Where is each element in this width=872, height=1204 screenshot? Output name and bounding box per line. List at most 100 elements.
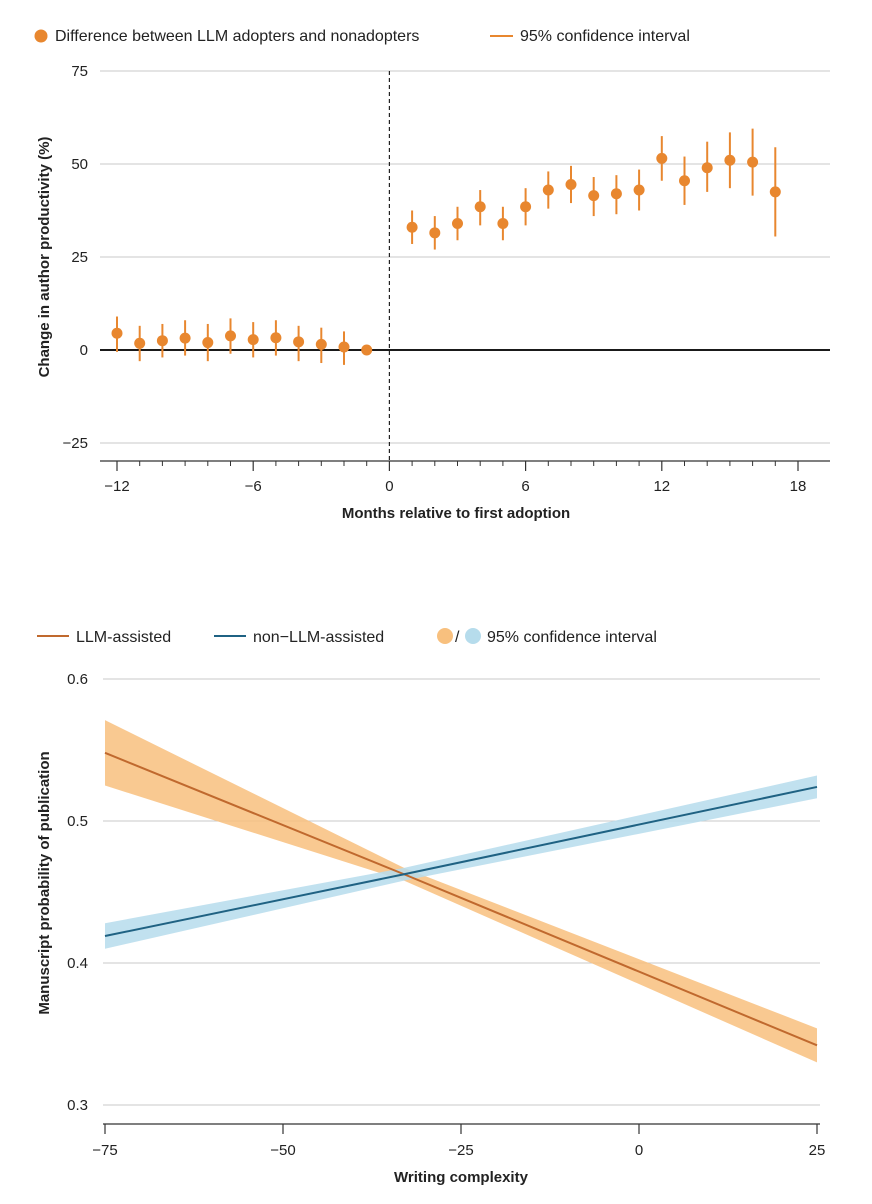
y-tick-label: 0.5 (67, 813, 88, 830)
top-y-tick-labels: 75 50 25 0 −25 (63, 63, 88, 452)
data-point-group (429, 216, 441, 250)
data-point (270, 332, 282, 344)
y-tick-label: 0.6 (67, 671, 88, 688)
bottom-x-axis-title: Writing complexity (394, 1169, 529, 1186)
data-point-group (293, 325, 305, 362)
y-tick-label: 0.3 (67, 1097, 88, 1114)
data-point (542, 184, 554, 196)
legend-dot-marker (34, 29, 48, 43)
data-point (247, 334, 259, 346)
data-point (338, 341, 350, 353)
data-point (656, 152, 668, 164)
data-point (111, 327, 123, 339)
data-point (610, 188, 622, 200)
data-point (156, 335, 168, 347)
data-point (520, 201, 532, 213)
data-point-group (225, 318, 236, 354)
y-tick-label: 75 (71, 63, 88, 80)
data-point (225, 330, 236, 342)
data-point-group (156, 323, 168, 358)
data-point-group (202, 323, 214, 362)
data-point (769, 186, 781, 198)
legend-label-non-llm: non−LLM-assisted (253, 629, 384, 646)
x-tick-label: 0 (385, 478, 393, 495)
y-tick-label: 50 (71, 156, 88, 173)
legend-label-difference: Difference between LLM adopters and nona… (55, 28, 419, 45)
data-point (633, 184, 645, 196)
data-point (293, 336, 305, 348)
data-point (406, 221, 418, 233)
legend-label-llm: LLM-assisted (76, 629, 171, 646)
x-tick-label: 0 (635, 1142, 643, 1159)
legend-label-ci-bottom: 95% confidence interval (487, 629, 657, 646)
data-point (679, 175, 690, 187)
non-llm-line (104, 785, 818, 937)
legend-label-ci: 95% confidence interval (520, 28, 690, 45)
data-point (429, 227, 441, 239)
data-point-group (474, 190, 486, 226)
data-point-group (724, 132, 736, 189)
top-y-axis-title: Change in author productivity (%) (36, 137, 53, 378)
x-tick-label: 18 (790, 478, 807, 495)
legend-llm-band-marker (437, 628, 453, 644)
publication-chart: LLM-assisted non−LLM-assisted / 95% conf… (36, 628, 825, 1186)
data-point-group (497, 206, 509, 241)
data-point-group (406, 210, 418, 244)
data-point-group (679, 156, 690, 205)
data-point-group (747, 128, 759, 196)
data-point-group (610, 175, 622, 215)
top-x-axis (100, 71, 830, 471)
data-point (202, 337, 214, 349)
top-gridlines (100, 70, 830, 444)
bottom-x-axis (103, 1123, 820, 1134)
data-point-group (701, 141, 713, 192)
data-point (565, 178, 577, 190)
data-point (497, 218, 509, 230)
data-point (747, 156, 759, 168)
data-point-group (542, 171, 554, 209)
bottom-legend: LLM-assisted non−LLM-assisted / 95% conf… (37, 628, 657, 646)
data-point-group (111, 316, 123, 352)
bottom-y-axis-title: Manuscript probability of publication (36, 751, 53, 1014)
data-point-group (315, 327, 327, 364)
x-tick-label: −50 (270, 1142, 295, 1159)
productivity-chart: Difference between LLM adopters and nona… (34, 28, 830, 522)
data-point-group (588, 177, 600, 217)
data-point-group (247, 322, 259, 358)
x-tick-label: −12 (104, 478, 129, 495)
legend-non-llm-band-marker (465, 628, 481, 644)
data-point-group (633, 169, 645, 211)
y-tick-label: 0.4 (67, 955, 88, 972)
x-tick-label: −75 (92, 1142, 117, 1159)
legend-band-separator: / (455, 629, 460, 646)
data-point-group (656, 136, 668, 181)
y-tick-label: 25 (71, 249, 88, 266)
x-tick-label: 6 (521, 478, 529, 495)
top-x-axis-title: Months relative to first adoption (342, 505, 570, 522)
data-point (134, 337, 146, 349)
data-point-group (452, 206, 463, 241)
top-data-points (111, 128, 781, 365)
llm-ci-band (105, 720, 817, 1063)
x-tick-label: −25 (448, 1142, 473, 1159)
y-tick-label: −25 (63, 435, 88, 452)
bottom-series (104, 720, 818, 1063)
data-point (452, 218, 463, 230)
data-point-group (769, 147, 781, 237)
x-tick-label: 12 (653, 478, 670, 495)
data-point (361, 344, 373, 356)
y-tick-label: 0 (80, 342, 88, 359)
data-point (179, 332, 191, 344)
top-legend: Difference between LLM adopters and nona… (34, 28, 690, 45)
data-point-group (179, 320, 191, 356)
data-point (724, 154, 736, 166)
data-point-group (270, 320, 282, 356)
top-x-tick-labels: −12 −6 0 6 12 18 (104, 478, 806, 495)
data-point (474, 201, 486, 213)
data-point (315, 338, 327, 350)
data-point-group (338, 331, 350, 365)
data-point-group (134, 325, 146, 362)
data-point-group (520, 188, 532, 226)
bottom-y-tick-labels: 0.6 0.5 0.4 0.3 (67, 671, 88, 1114)
x-tick-label: −6 (245, 478, 262, 495)
